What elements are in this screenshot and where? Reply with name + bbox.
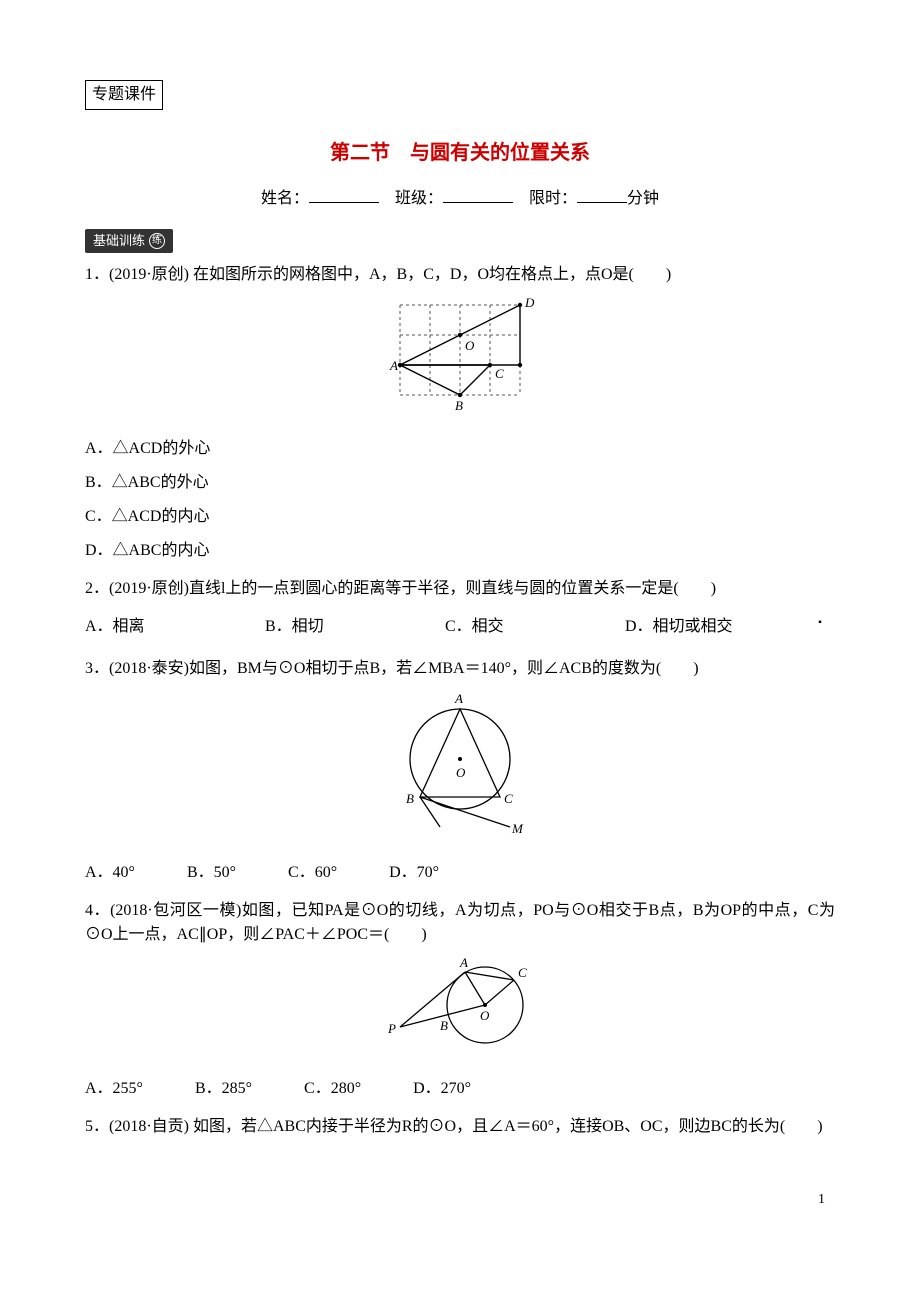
q1-figure: A B C D O <box>85 295 835 423</box>
q1-options: A．△ACD的外心 B．△ABC的外心 C．△ACD的内心 D．△ABC的内心 <box>85 437 835 563</box>
q2-options: A．相离 B．相切 C．相交 D．相切或相交 ▪ <box>85 615 835 649</box>
q4-optB: B．285° <box>195 1077 252 1101</box>
q4-label-A: A <box>459 955 468 970</box>
q4-label-P: P <box>387 1021 396 1036</box>
q3-stem: 3．(2018·泰安)如图，BM与⊙O相切于点B，若∠MBA＝140°，则∠AC… <box>85 657 835 681</box>
class-label: 班级： <box>395 190 443 207</box>
top-box: 专题课件 <box>85 80 163 110</box>
section-badge: 基础训练 练 <box>85 229 173 253</box>
q3-label-B: B <box>406 791 414 806</box>
q2-optD: D．相切或相交 <box>625 615 805 639</box>
q4-label-B: B <box>440 1018 448 1033</box>
name-label: 姓名： <box>261 190 309 207</box>
q3-optC: C．60° <box>288 861 337 885</box>
q1-label-D: D <box>524 295 535 310</box>
question-2: 2．(2019·原创)直线l上的一点到圆心的距离等于半径，则直线与圆的位置关系一… <box>85 577 835 601</box>
section-badge-icon: 练 <box>149 233 165 249</box>
class-blank[interactable] <box>443 186 513 203</box>
q1-optB: B．△ABC的外心 <box>85 471 835 495</box>
q3-optA: A．40° <box>85 861 135 885</box>
q3-optB: B．50° <box>187 861 236 885</box>
q2-dot: ▪ <box>805 615 835 649</box>
question-4: 4．(2018·包河区一模)如图，已知PA是⊙O的切线，A为切点，PO与⊙O相交… <box>85 899 835 1063</box>
time-unit: 分钟 <box>627 190 659 207</box>
q2-optB: B．相切 <box>265 615 445 639</box>
q1-label-O: O <box>465 338 475 353</box>
q4-label-C: C <box>518 965 527 980</box>
q1-optC: C．△ACD的内心 <box>85 505 835 529</box>
q3-label-O: O <box>456 765 466 780</box>
q2-optA: A．相离 <box>85 615 265 639</box>
q3-label-C: C <box>504 791 513 806</box>
q1-label-B: B <box>455 398 463 413</box>
name-blank[interactable] <box>309 186 379 203</box>
q5-stem: 5．(2018·自贡) 如图，若△ABC内接于半径为R的⊙O，且∠A＝60°，连… <box>85 1115 835 1139</box>
question-5: 5．(2018·自贡) 如图，若△ABC内接于半径为R的⊙O，且∠A＝60°，连… <box>85 1115 835 1139</box>
q1-label-A: A <box>389 358 398 373</box>
q4-figure: A B C O P <box>85 955 835 1063</box>
q4-optA: A．255° <box>85 1077 143 1101</box>
q1-stem: 1．(2019·原创) 在如图所示的网格图中，A，B，C，D，O均在格点上，点O… <box>85 263 835 287</box>
q4-stem: 4．(2018·包河区一模)如图，已知PA是⊙O的切线，A为切点，PO与⊙O相交… <box>85 899 835 947</box>
question-1: 1．(2019·原创) 在如图所示的网格图中，A，B，C，D，O均在格点上，点O… <box>85 263 835 423</box>
q4-options: A．255° B．285° C．280° D．270° <box>85 1077 835 1101</box>
q1-optD: D．△ABC的内心 <box>85 539 835 563</box>
q2-stem: 2．(2019·原创)直线l上的一点到圆心的距离等于半径，则直线与圆的位置关系一… <box>85 577 835 601</box>
q3-label-A: A <box>454 691 463 706</box>
q4-optD: D．270° <box>413 1077 471 1101</box>
q2-optC: C．相交 <box>445 615 625 639</box>
page-number: 1 <box>85 1189 835 1210</box>
q1-optA: A．△ACD的外心 <box>85 437 835 461</box>
q3-optD: D．70° <box>389 861 439 885</box>
time-label: 限时： <box>529 190 577 207</box>
question-3: 3．(2018·泰安)如图，BM与⊙O相切于点B，若∠MBA＝140°，则∠AC… <box>85 657 835 847</box>
q3-options: A．40° B．50° C．60° D．70° <box>85 861 835 885</box>
info-line: 姓名： 班级： 限时： 分钟 <box>85 186 835 211</box>
q3-figure: A B C O M <box>85 689 835 847</box>
page-title: 第二节 与圆有关的位置关系 <box>85 138 835 168</box>
q4-optC: C．280° <box>304 1077 361 1101</box>
q4-label-O: O <box>480 1008 490 1023</box>
q1-label-C: C <box>495 366 504 381</box>
q3-label-M: M <box>511 821 524 836</box>
section-badge-text: 基础训练 <box>93 231 145 251</box>
time-blank[interactable] <box>577 186 627 203</box>
